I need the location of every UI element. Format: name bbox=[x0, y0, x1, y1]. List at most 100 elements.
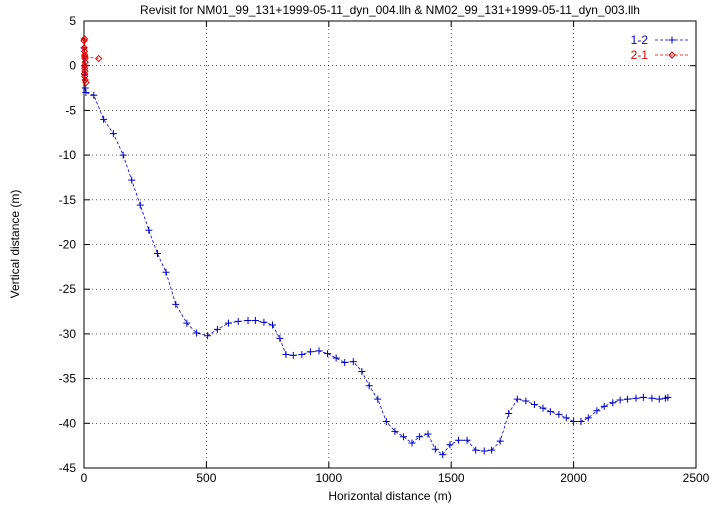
data-point-1-2 bbox=[463, 436, 471, 444]
data-point-1-2 bbox=[193, 329, 201, 337]
data-point-1-2 bbox=[224, 319, 232, 327]
data-point-1-2 bbox=[562, 414, 570, 422]
data-point-1-2 bbox=[81, 84, 89, 92]
series-line-1-2 bbox=[83, 47, 668, 456]
data-point-1-2 bbox=[391, 427, 399, 435]
data-point-2-1 bbox=[80, 44, 88, 52]
data-point-1-2 bbox=[268, 321, 276, 329]
data-point-1-2 bbox=[213, 325, 221, 333]
legend-marker-1-2 bbox=[668, 36, 676, 44]
data-point-1-2 bbox=[82, 89, 90, 97]
data-point-1-2 bbox=[298, 350, 306, 358]
data-point-1-2 bbox=[472, 446, 480, 454]
x-tick-label: 1000 bbox=[315, 471, 342, 485]
y-tick-label: -30 bbox=[59, 327, 77, 341]
data-point-1-2 bbox=[358, 367, 366, 375]
data-point-1-2 bbox=[332, 354, 340, 362]
data-point-1-2 bbox=[577, 418, 585, 426]
y-tick-label: -25 bbox=[59, 282, 77, 296]
data-point-1-2 bbox=[513, 395, 521, 403]
data-point-1-2 bbox=[522, 397, 530, 405]
data-point-1-2 bbox=[341, 359, 349, 367]
data-point-1-2 bbox=[234, 317, 242, 325]
data-point-1-2 bbox=[244, 316, 252, 324]
data-point-1-2 bbox=[183, 319, 191, 327]
data-point-1-2 bbox=[609, 399, 617, 407]
data-point-1-2 bbox=[162, 268, 170, 276]
data-point-1-2 bbox=[204, 332, 212, 340]
data-point-1-2 bbox=[546, 408, 554, 416]
data-point-1-2 bbox=[172, 300, 180, 308]
data-point-2-1 bbox=[81, 76, 89, 84]
data-point-2-1 bbox=[80, 70, 89, 78]
data-point-1-2 bbox=[136, 201, 144, 209]
legend: 1-22-1 bbox=[631, 33, 690, 62]
y-tick-label: -10 bbox=[59, 148, 77, 162]
legend-marker-2-1 bbox=[668, 51, 676, 59]
x-tick-label: 2000 bbox=[560, 471, 587, 485]
data-point-1-2 bbox=[632, 394, 640, 402]
series-layer bbox=[80, 35, 672, 459]
x-tick-label: 2500 bbox=[683, 471, 710, 485]
data-point-1-2 bbox=[488, 446, 496, 454]
data-point-1-2 bbox=[530, 401, 538, 409]
data-point-1-2 bbox=[282, 350, 290, 358]
legend-label-1-2: 1-2 bbox=[631, 33, 649, 47]
data-point-1-2 bbox=[593, 407, 601, 415]
data-point-1-2 bbox=[415, 433, 423, 441]
data-point-1-2 bbox=[289, 351, 297, 359]
x-tick-label: 1500 bbox=[438, 471, 465, 485]
data-point-1-2 bbox=[100, 115, 108, 123]
data-point-1-2 bbox=[555, 410, 563, 418]
x-tick-label: 0 bbox=[81, 471, 88, 485]
data-point-1-2 bbox=[505, 409, 513, 417]
data-point-1-2 bbox=[584, 414, 592, 422]
data-point-1-2 bbox=[455, 436, 463, 444]
data-point-1-2 bbox=[570, 418, 578, 426]
data-point-1-2 bbox=[446, 441, 454, 449]
data-point-2-1 bbox=[81, 53, 89, 61]
data-point-1-2 bbox=[349, 358, 357, 366]
data-point-1-2 bbox=[639, 393, 647, 401]
data-point-1-2 bbox=[251, 316, 259, 324]
data-point-1-2 bbox=[153, 249, 161, 257]
legend-label-2-1: 2-1 bbox=[631, 48, 649, 62]
data-point-1-2 bbox=[439, 451, 447, 459]
data-point-1-2 bbox=[260, 318, 268, 326]
data-point-2-1 bbox=[80, 35, 89, 43]
chart-title: Revisit for NM01_99_131+1999-05-11_dyn_0… bbox=[140, 3, 640, 17]
y-tick-label: -45 bbox=[59, 461, 77, 475]
data-point-1-2 bbox=[90, 91, 98, 99]
data-point-1-2 bbox=[496, 437, 504, 445]
y-tick-label: -5 bbox=[65, 103, 76, 117]
y-tick-label: 0 bbox=[69, 59, 76, 73]
data-point-1-2 bbox=[315, 347, 323, 355]
ticks-layer: 0 500 1000 1500 2000 2500 5 0 -5 -10 -15 -20 -25 -30 -… bbox=[59, 14, 710, 485]
y-tick-label: -15 bbox=[59, 193, 77, 207]
y-tick-label: -35 bbox=[59, 372, 77, 386]
grid-layer bbox=[84, 21, 696, 468]
x-tick-label: 500 bbox=[196, 471, 216, 485]
data-point-1-2 bbox=[128, 176, 136, 184]
data-point-1-2 bbox=[623, 395, 631, 403]
data-point-1-2 bbox=[109, 130, 117, 138]
data-point-1-2 bbox=[424, 430, 432, 438]
data-point-1-2 bbox=[431, 445, 439, 453]
x-axis-label: Horizontal distance (m) bbox=[328, 489, 451, 503]
y-axis-label: Vertical distance (m) bbox=[8, 190, 22, 299]
data-point-2-1 bbox=[94, 54, 103, 63]
data-point-1-2 bbox=[616, 396, 624, 404]
data-point-1-2 bbox=[374, 395, 382, 403]
data-point-2-1 bbox=[82, 78, 90, 87]
data-point-1-2 bbox=[648, 394, 656, 402]
series-2-1 bbox=[80, 35, 103, 87]
data-point-1-2 bbox=[119, 151, 127, 159]
data-point-2-1 bbox=[81, 72, 89, 81]
data-point-1-2 bbox=[324, 350, 332, 358]
data-point-1-2 bbox=[539, 404, 547, 412]
data-point-1-2 bbox=[365, 382, 373, 390]
data-point-1-2 bbox=[145, 226, 153, 234]
y-tick-label: -40 bbox=[59, 416, 77, 430]
data-point-1-2 bbox=[600, 402, 608, 410]
